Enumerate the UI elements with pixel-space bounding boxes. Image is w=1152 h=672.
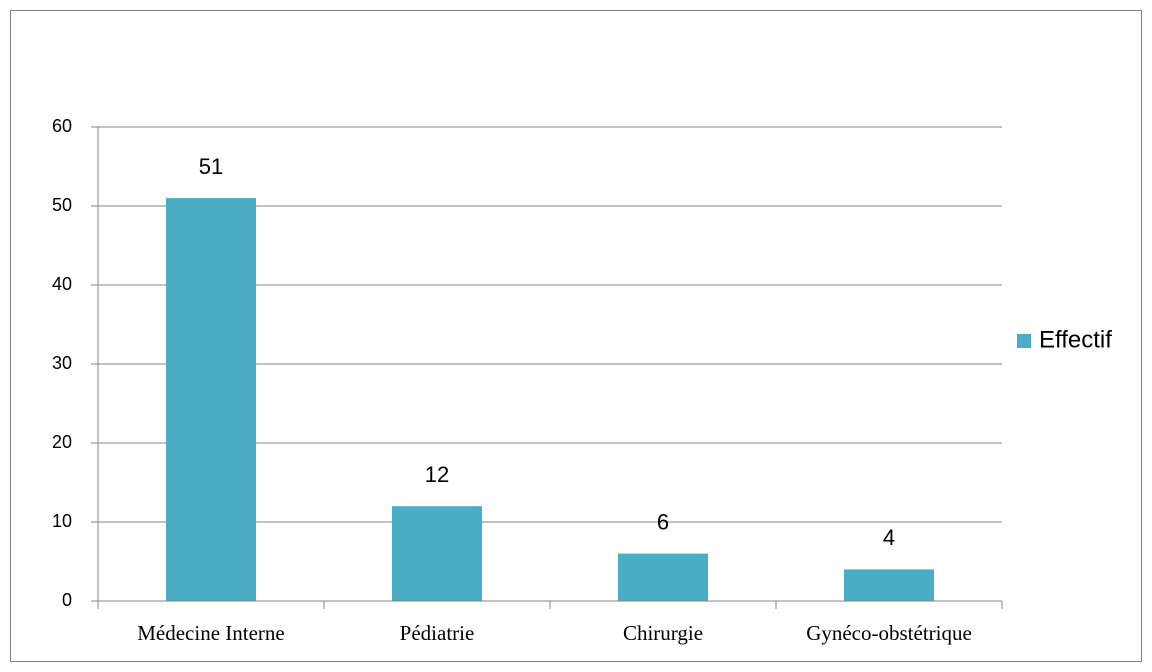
x-tick-label: Gynéco-obstétrique	[806, 621, 972, 645]
y-tick-label: 10	[52, 511, 72, 531]
x-tick-label: Pédiatrie	[400, 621, 475, 645]
x-tick-label: Chirurgie	[623, 621, 703, 645]
bar	[392, 506, 482, 601]
y-tick-label: 30	[52, 353, 72, 373]
y-tick-label: 60	[52, 116, 72, 136]
bar	[166, 198, 256, 601]
y-tick-label: 50	[52, 195, 72, 215]
y-tick-label: 40	[52, 274, 72, 294]
bar	[618, 553, 708, 601]
legend-label: Effectif	[1039, 326, 1112, 353]
data-label: 4	[883, 525, 895, 550]
y-tick-label: 20	[52, 432, 72, 452]
data-label: 12	[425, 462, 449, 487]
bar	[844, 569, 934, 601]
data-label: 51	[199, 154, 223, 179]
x-tick-label: Médecine Interne	[137, 621, 285, 645]
y-tick-label: 0	[62, 590, 72, 610]
data-label: 6	[657, 509, 669, 534]
legend-swatch	[1017, 334, 1031, 348]
